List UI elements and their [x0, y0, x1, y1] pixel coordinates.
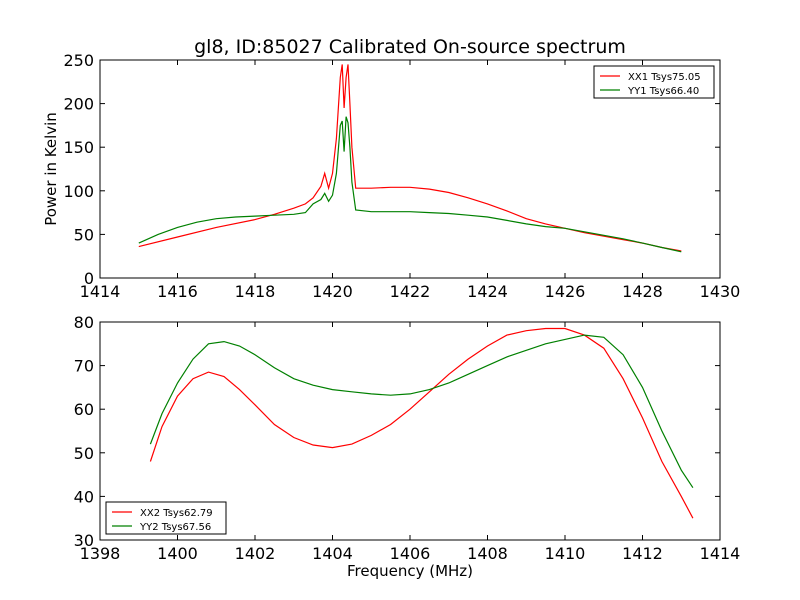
bottom-x-tick-label: 1402: [235, 544, 276, 563]
top-x-tick-label: 1424: [467, 282, 508, 301]
bottom-y-tick-label: 80: [74, 313, 94, 332]
top-legend-box: [593, 65, 715, 99]
bottom-series-line-1: [149, 327, 694, 519]
bottom-x-tick-label: 1414: [700, 544, 741, 563]
bottom-x-tick-label: 1408: [467, 544, 508, 563]
bottom-y-tick-label: 70: [74, 357, 94, 376]
top-x-tick-label: 1414: [80, 282, 121, 301]
bottom-legend-label-2: YY2 Tsys67.56: [139, 522, 211, 533]
bottom-x-tick-label: 1406: [390, 544, 431, 563]
bottom-chart-xlabel: Frequency (MHz): [347, 562, 473, 580]
top-x-tick-label: 1430: [700, 282, 741, 301]
top-legend-label-1: XX1 Tsys75.05: [628, 72, 701, 83]
bottom-legend: XX2 Tsys62.79 YY2 Tsys67.56: [105, 501, 227, 535]
top-chart-title: gl8, ID:85027 Calibrated On-source spect…: [194, 36, 626, 58]
top-chart-ylabel: Power in Kelvin: [42, 112, 60, 226]
bottom-y-tick-label: 50: [74, 444, 94, 463]
bottom-legend-box: [105, 501, 227, 535]
bottom-legend-label-1: XX2 Tsys62.79: [140, 508, 213, 519]
top-y-tick-label: 50: [74, 225, 94, 244]
top-y-tick-label: 100: [63, 182, 94, 201]
bottom-x-tick-label: 1400: [157, 544, 198, 563]
top-y-tick-label: 200: [63, 95, 94, 114]
top-y-tick-label: 0: [84, 269, 94, 288]
bottom-x-tick-label: 1404: [312, 544, 353, 563]
bottom-x-tick-label: 1410: [545, 544, 586, 563]
top-x-tick-label: 1418: [235, 282, 276, 301]
top-chart: 1414 1416 1418 1420 1422 1424 1426 1428 1430 0 50 1…: [63, 51, 740, 301]
top-x-tick-label: 1426: [545, 282, 586, 301]
top-x-tick-label: 1420: [312, 282, 353, 301]
bottom-series-line-2: [149, 334, 694, 489]
top-y-tick-label: 150: [63, 138, 94, 157]
bottom-y-tick-label: 40: [74, 487, 94, 506]
top-legend-label-2: YY1 Tsys66.40: [627, 86, 699, 97]
plot-layer: 1414 1416 1418 1420 1422 1424 1426 1428 14300501…: [63, 51, 740, 563]
top-series-line-2: [138, 116, 682, 253]
top-y-tick-label: 250: [63, 51, 94, 70]
bottom-chart: 1398 1400 1402 1404 1406 1408 1410 1412 1414 30 40…: [74, 313, 741, 563]
bottom-y-tick-label: 60: [74, 400, 94, 419]
bottom-x-tick-label: 1398: [80, 544, 121, 563]
bottom-x-tick-label: 1412: [622, 544, 663, 563]
top-x-tick-label: 1416: [157, 282, 198, 301]
bottom-y-tick-label: 30: [74, 531, 94, 550]
top-x-tick-label: 1422: [390, 282, 431, 301]
top-legend: XX1 Tsys75.05 YY1 Tsys66.40: [593, 65, 715, 99]
top-x-tick-label: 1428: [622, 282, 663, 301]
